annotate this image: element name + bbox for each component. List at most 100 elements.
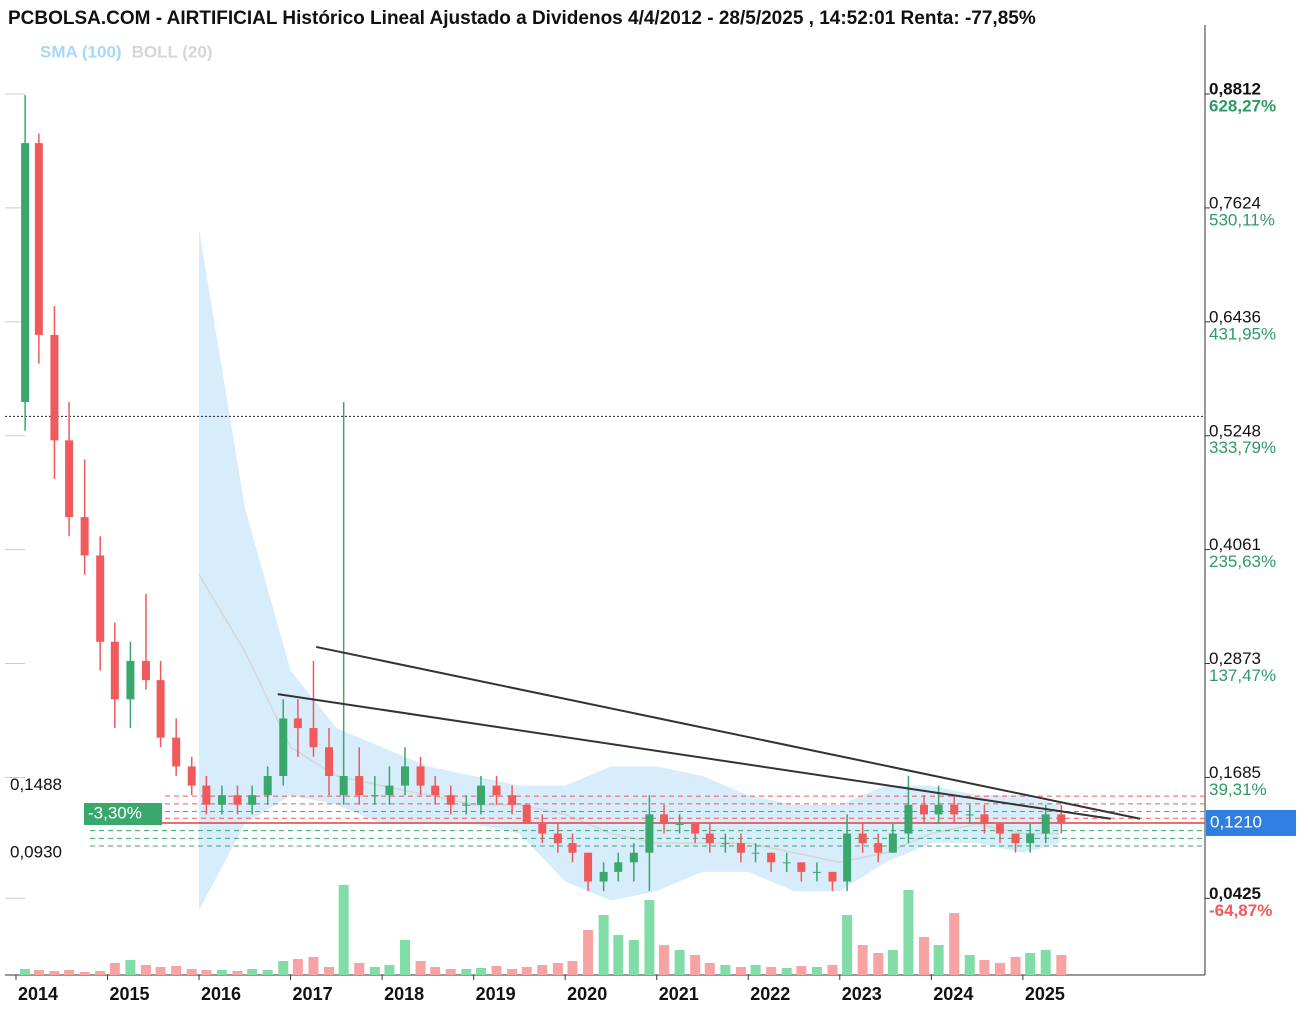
legend-entry: BOLL (20) <box>132 42 213 61</box>
candle-body <box>110 641 119 700</box>
volume-bar <box>125 960 136 975</box>
candle-body <box>370 795 379 797</box>
volume-bar <box>903 890 914 975</box>
candle-body <box>782 862 791 864</box>
trendline <box>277 693 1111 820</box>
volume-bar <box>201 970 212 975</box>
x-tick-label: 2016 <box>201 984 241 1004</box>
candle-body <box>721 843 730 845</box>
volume-bar <box>690 955 701 975</box>
y-tick-label: 0,7624 <box>1209 193 1261 212</box>
candle-body <box>462 804 471 806</box>
y-tick-label: 0,0425 <box>1209 884 1261 903</box>
volume-bar <box>873 953 884 975</box>
volume-bar <box>186 969 197 975</box>
volume-bar <box>750 965 761 975</box>
candle-body <box>965 814 974 816</box>
x-tick-label: 2014 <box>18 984 58 1004</box>
volume-bar <box>628 940 639 975</box>
volume-bar <box>278 961 289 975</box>
candle-body <box>751 852 760 854</box>
candle-body <box>187 766 196 786</box>
x-tick-label: 2019 <box>476 984 516 1004</box>
candle-body <box>736 843 745 853</box>
candle-body <box>80 517 89 556</box>
volume-bar <box>33 970 44 975</box>
candle-body <box>401 766 409 786</box>
volume-bar <box>857 945 868 975</box>
candle-body <box>538 823 547 834</box>
volume-bar <box>292 959 303 975</box>
volume-bar <box>552 963 563 975</box>
candle-body <box>21 143 30 403</box>
candle-body <box>767 852 776 863</box>
candle-body <box>141 660 150 681</box>
volume-bar <box>49 971 60 975</box>
volume-bar <box>887 950 898 975</box>
candle-body <box>614 862 623 872</box>
candle-body <box>217 795 226 805</box>
volume-bar <box>430 967 441 975</box>
volume-bar <box>461 969 472 975</box>
chart-title: PCBOLSA.COM - AIRTIFICIAL Histórico Line… <box>8 8 1036 29</box>
candle-body <box>309 728 318 748</box>
volume-bar <box>979 960 990 975</box>
volume-bar <box>95 971 106 975</box>
candle-body <box>919 804 928 815</box>
candle-body <box>874 843 883 853</box>
volume-bar <box>262 970 273 975</box>
candle-body <box>904 804 913 834</box>
volume-bar <box>507 969 518 975</box>
candle-body <box>691 823 700 834</box>
x-tick-label: 2023 <box>842 984 882 1004</box>
candle-body <box>828 871 837 882</box>
volume-bar <box>79 972 90 975</box>
y-tick-label: 0,1685 <box>1209 763 1261 782</box>
x-tick-label: 2020 <box>567 984 607 1004</box>
volume-bar <box>384 965 395 975</box>
volume-bar <box>720 965 731 975</box>
candle-body <box>1026 833 1035 844</box>
candle-body <box>339 776 348 796</box>
y-tick-label: 0,6436 <box>1209 307 1261 326</box>
candle-body <box>584 852 593 882</box>
y2-tick-label: 235,63% <box>1209 552 1276 571</box>
x-tick-label: 2015 <box>109 984 149 1004</box>
volume-bar <box>796 966 807 975</box>
candle-body <box>385 785 394 796</box>
change-label: -3,30% <box>88 803 142 822</box>
volume-bar <box>674 950 685 975</box>
candle-body <box>172 737 181 767</box>
candle-body <box>858 833 867 844</box>
volume-bar <box>735 967 746 975</box>
candle-body <box>293 718 302 729</box>
candle-body <box>65 440 74 518</box>
y2-tick-label: 530,11% <box>1209 210 1275 229</box>
volume-bar <box>475 968 486 975</box>
volume-bar <box>521 967 532 975</box>
volume-bar <box>415 961 426 975</box>
volume-bar <box>354 963 365 975</box>
candle-body <box>629 852 638 863</box>
left-price-label: 0,1488 <box>10 775 62 794</box>
volume-bar <box>583 930 594 975</box>
volume-bar <box>232 971 243 975</box>
volume-bar <box>1040 950 1051 975</box>
change-box <box>84 803 162 826</box>
candle-body <box>1041 814 1050 834</box>
candle-body <box>888 833 897 853</box>
volume-bar <box>216 970 227 975</box>
volume-bar <box>613 935 624 975</box>
x-tick-label: 2021 <box>659 984 699 1004</box>
candle-body <box>34 143 43 335</box>
volume-bar <box>964 955 975 975</box>
volume-bar <box>491 966 502 975</box>
x-tick-label: 2024 <box>933 984 973 1004</box>
volume-bar <box>338 885 349 975</box>
y-tick-label: 0,8812 <box>1209 79 1261 98</box>
volume-bar <box>933 945 944 975</box>
candle-body <box>279 718 288 777</box>
volume-bar <box>369 967 380 975</box>
y2-tick-label: 137,47% <box>1209 666 1276 685</box>
candle-body <box>522 804 531 824</box>
